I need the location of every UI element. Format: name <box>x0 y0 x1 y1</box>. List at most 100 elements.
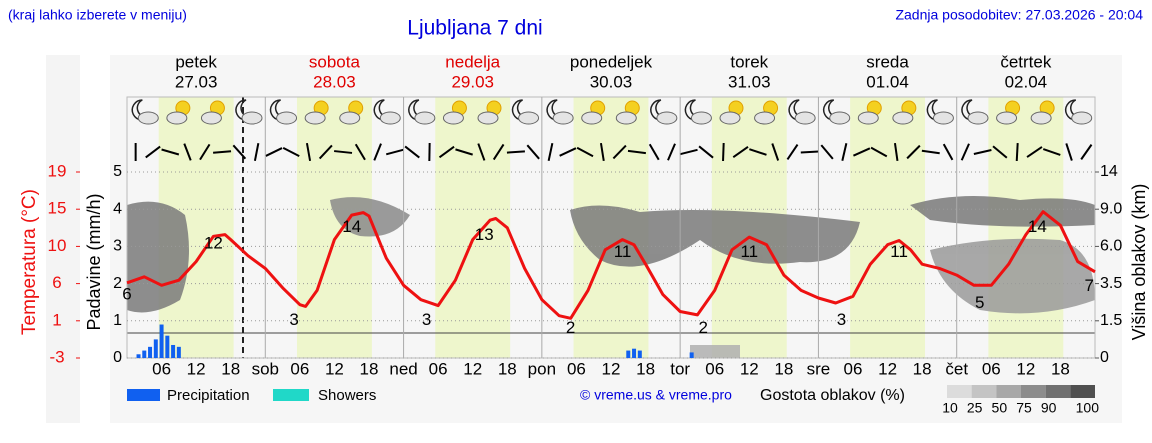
cloud-icon <box>379 111 401 125</box>
wind-barb <box>732 146 749 158</box>
temperature-label: 3 <box>289 310 298 329</box>
day-date: 28.03 <box>313 72 356 91</box>
precipitation-bar <box>171 344 176 358</box>
day-date: 01.04 <box>866 72 909 91</box>
y2-tick-label: 14 <box>1100 163 1118 180</box>
wind-barb <box>1015 142 1019 162</box>
temperature-label: 14 <box>1028 217 1047 236</box>
wind-barb <box>547 142 554 162</box>
wind-barb <box>1080 144 1093 160</box>
wind-barb <box>599 142 605 162</box>
chart-title: Ljubljana 7 dni <box>407 17 542 40</box>
wind-barb <box>265 147 283 157</box>
cloud-icon <box>996 111 1018 125</box>
precipitation-bar <box>153 339 158 358</box>
x-tick-label: 18 <box>1051 359 1070 378</box>
wind-barb <box>559 147 577 157</box>
wind-barb <box>612 144 627 160</box>
x-tick-label: 06 <box>982 359 1001 378</box>
wind-barb <box>318 144 333 160</box>
x-tick-label: pon <box>528 359 556 378</box>
density-label: 25 <box>967 400 983 416</box>
cloud-area <box>570 205 860 267</box>
wind-barb <box>960 143 970 161</box>
wind-barb <box>1042 148 1061 156</box>
wind-barb <box>749 148 767 156</box>
precipitation-bar <box>637 350 642 358</box>
wind-barb <box>921 149 940 155</box>
updated: Zadnja posodobitev: 27.03.2026 - 20:04 <box>895 7 1143 23</box>
wind-barb <box>438 145 455 159</box>
wind-barb <box>853 147 871 157</box>
density-swatch <box>947 385 972 398</box>
precipitation-bar <box>136 354 141 358</box>
wind-barb <box>698 145 714 159</box>
wind-barb <box>771 143 780 161</box>
day-date: 31.03 <box>728 72 771 91</box>
y-tick-label: 19 <box>48 161 67 180</box>
wind-barb <box>841 143 848 161</box>
wind-barb <box>404 145 420 159</box>
density-swatch <box>1070 385 1095 398</box>
cloud-icon <box>656 111 678 125</box>
cloud-icon <box>829 111 851 125</box>
cloud-icon <box>892 111 914 125</box>
legend-swatch <box>273 389 309 401</box>
wind-barb <box>1065 143 1073 161</box>
wind-barb <box>576 146 594 158</box>
temperature-label: 13 <box>475 225 494 244</box>
temperature-label: 2 <box>698 318 707 337</box>
daylight-band <box>850 97 926 358</box>
wind-barb <box>648 143 660 161</box>
wind-barb <box>305 142 312 162</box>
precipitation-bar <box>626 350 631 358</box>
wind-barb <box>627 149 646 155</box>
cloud-icon <box>581 111 603 125</box>
density-swatch <box>971 385 997 398</box>
x-tick-label: 06 <box>844 359 863 378</box>
precipitation-bar <box>176 346 181 358</box>
y-tick-label: 0 <box>113 349 122 366</box>
cloud-icon <box>794 111 816 125</box>
x-tick-label: 06 <box>152 359 171 378</box>
wind-barb <box>800 150 819 154</box>
cloud-icon <box>932 111 954 125</box>
x-tick-label: 18 <box>636 359 655 378</box>
density-swatch <box>1021 385 1046 398</box>
y2-tick-label: 6.0 <box>1100 238 1122 255</box>
temperature-label: 5 <box>975 293 984 312</box>
y-tick-label: 10 <box>48 236 67 255</box>
wind-barb <box>161 148 180 156</box>
cloud-icon <box>477 111 499 125</box>
x-tick-label: čet <box>945 359 968 378</box>
y2-axis-title: Višina oblakov (km) <box>1129 184 1149 341</box>
day-name: petek <box>175 52 217 71</box>
wind-barb <box>385 148 404 156</box>
wind-barb <box>199 143 211 161</box>
temperature-label: 11 <box>740 242 758 261</box>
cloud-icon <box>518 111 540 125</box>
wind-barb <box>820 144 834 160</box>
x-tick-label: 12 <box>463 359 482 378</box>
temperature-label: 7 <box>1085 276 1094 295</box>
temperature-line <box>126 210 1096 320</box>
temperature-label: 6 <box>122 284 131 303</box>
y-tick-label: 2 <box>113 275 122 292</box>
x-tick-label: 18 <box>774 359 793 378</box>
daylight-band <box>435 97 511 358</box>
cloud-area <box>930 238 1095 314</box>
day-date: 30.03 <box>590 72 633 91</box>
y2-tick-label: 9.0 <box>1100 200 1122 217</box>
density-label: 75 <box>1016 400 1032 416</box>
legend-label: Precipitation <box>167 387 250 404</box>
x-tick-label: 18 <box>913 359 932 378</box>
cloud-icon <box>754 111 776 125</box>
wind-barb <box>213 150 232 154</box>
legend-label: Showers <box>318 387 376 404</box>
x-tick-label: 18 <box>221 359 240 378</box>
wind-barb <box>253 142 260 162</box>
cloud-icon <box>1030 111 1052 125</box>
temperature-label: 11 <box>890 242 908 261</box>
cloud-icon <box>166 111 188 125</box>
